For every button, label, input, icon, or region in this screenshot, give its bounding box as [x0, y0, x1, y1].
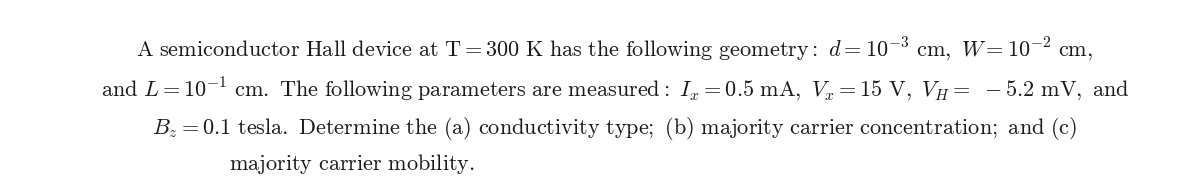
Text: $B_z\mathrm{{=}}0.1\mathrm{\ tesla.\ Determine\ the\ (a)\ conductivity\ type;\ (: $B_z\mathrm{{=}}0.1\mathrm{\ tesla.\ Det… — [152, 115, 1078, 142]
Text: $\mathrm{and\ }L\mathrm{{=}}10^{-1}\mathrm{\ cm.\ The\ following\ parameters\ ar: $\mathrm{and\ }L\mathrm{{=}}10^{-1}\math… — [101, 75, 1129, 103]
Text: $\mathrm{majority\ carrier\ mobility.}$: $\mathrm{majority\ carrier\ mobility.}$ — [229, 152, 475, 176]
Text: $\mathrm{A\ semiconductor\ Hall\ device\ at\ T{=}300\ K\ has\ the\ following\ ge: $\mathrm{A\ semiconductor\ Hall\ device\… — [137, 36, 1093, 63]
